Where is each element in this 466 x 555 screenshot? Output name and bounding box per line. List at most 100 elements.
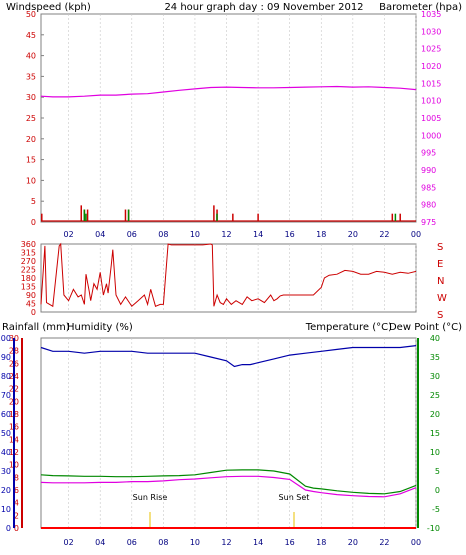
humidity-y-tick: 60 [1, 410, 11, 419]
windspeed-y-tick: 5 [31, 197, 36, 206]
rainfall-y-tick: 2 [14, 511, 19, 520]
temperature-axis-label: Temperature (°C) [305, 322, 392, 333]
barometer-y-tick: 1025 [421, 45, 441, 54]
windspeed-y-tick: 0 [31, 218, 36, 227]
compass-label: S [437, 310, 443, 321]
barometer-y-tick: 975 [421, 218, 436, 227]
panel1-x-tick: 04 [95, 230, 105, 239]
windspeed-y-tick: 25 [26, 114, 36, 123]
temperature-y-tick: 15 [430, 429, 440, 438]
rainfall-y-tick: 4 [14, 499, 19, 508]
windspeed-y-tick: 35 [26, 72, 36, 81]
rainfall-axis-label: Rainfall (mm) [2, 322, 70, 333]
panel1-x-tick: 20 [348, 230, 358, 239]
temperature-y-tick: 35 [430, 353, 440, 362]
humidity-y-tick: 0 [6, 524, 11, 533]
temperature-y-tick: -10 [427, 524, 440, 533]
panel1-x-tick: 18 [316, 230, 326, 239]
windspeed-y-tick: 20 [26, 135, 36, 144]
humidity-y-tick: 80 [1, 372, 11, 381]
panel3-x-tick: 10 [190, 538, 200, 547]
humidity-y-tick: 50 [1, 429, 11, 438]
direction-y-tick: 0 [31, 308, 36, 317]
dewpoint-line [40, 475, 417, 498]
chart-title: 24 hour graph day : 09 November 2012 [164, 2, 363, 13]
compass-label: W [437, 293, 447, 304]
humidity-line [40, 345, 417, 368]
barometer-y-tick: 980 [421, 201, 436, 210]
panel1-x-tick: 12 [221, 230, 231, 239]
direction-y-tick: 90 [26, 291, 36, 300]
panel3-x-tick: 18 [316, 538, 326, 547]
humidity-y-tick: 40 [1, 448, 11, 457]
direction-y-tick: 45 [26, 300, 36, 309]
barometer-y-tick: 990 [421, 166, 436, 175]
panel3-x-tick: 06 [127, 538, 137, 547]
windspeed-y-tick: 10 [26, 176, 36, 185]
barometer-y-tick: 1010 [421, 97, 441, 106]
panel3-x-tick: 16 [285, 538, 295, 547]
temperature-y-tick: 30 [430, 372, 440, 381]
barometer-y-tick: 1015 [421, 79, 441, 88]
panel1-x-tick: 02 [64, 230, 74, 239]
panel1-x-tick: 14 [253, 230, 263, 239]
temperature-y-tick: 0 [435, 486, 440, 495]
temperature-y-tick: 5 [435, 467, 440, 476]
sun-rise-label: Sun Rise [133, 493, 168, 502]
panel3-x-tick: 04 [95, 538, 105, 547]
panel1-x-tick: 06 [127, 230, 137, 239]
barometer-y-tick: 1000 [421, 131, 441, 140]
windspeed-y-tick: 45 [26, 31, 36, 40]
rainfall-y-tick: 6 [14, 486, 19, 495]
sun-set-label: Sun Set [279, 493, 310, 502]
panel1-x-tick: 16 [285, 230, 295, 239]
temperature-y-tick: 25 [430, 391, 440, 400]
compass-label: S [437, 242, 443, 253]
windspeed-y-tick: 40 [26, 52, 36, 61]
compass-label: E [437, 259, 443, 270]
panel1-x-tick: 10 [190, 230, 200, 239]
temperature-y-tick: 20 [430, 410, 440, 419]
humidity-y-tick: 10 [1, 505, 11, 514]
panel3-x-tick: 12 [221, 538, 231, 547]
humidity-axis-label: Humidity (%) [67, 322, 133, 333]
windspeed-y-tick: 30 [26, 93, 36, 102]
windspeed-axis-label: Windspeed (kph) [6, 2, 91, 13]
panel1-frame [40, 13, 417, 223]
panel1-x-tick: 00 [411, 230, 421, 239]
panel1-x-tick: 22 [379, 230, 389, 239]
panel3-x-tick: 02 [64, 538, 74, 547]
barometer-y-tick: 1035 [421, 10, 441, 19]
panel3-x-tick: 20 [348, 538, 358, 547]
panel3-x-tick: 14 [253, 538, 263, 547]
humidity-y-tick: 20 [1, 486, 11, 495]
barometer-y-tick: 1030 [421, 27, 441, 36]
compass-label: N [437, 276, 444, 287]
barometer-y-tick: 995 [421, 149, 436, 158]
panel3-x-tick: 22 [379, 538, 389, 547]
direction-y-tick: 360 [21, 240, 36, 249]
direction-y-tick: 315 [21, 249, 36, 258]
direction-y-tick: 225 [21, 266, 36, 275]
temperature-y-tick: -5 [432, 505, 440, 514]
windspeed-y-tick: 50 [26, 10, 36, 19]
temperature-y-tick: 10 [430, 448, 440, 457]
chart-marks: 0510152025303540455097598098599099510001… [0, 10, 447, 547]
barometer-y-tick: 1005 [421, 114, 441, 123]
dewpoint-axis-label: Dew Point (°C) [389, 322, 462, 333]
panel1-x-tick: 08 [158, 230, 168, 239]
windspeed-y-tick: 15 [26, 156, 36, 165]
rainfall-y-tick: 8 [14, 473, 19, 482]
rainfall-y-tick: 0 [14, 524, 19, 533]
panel3-x-tick: 08 [158, 538, 168, 547]
barometer-line [40, 85, 417, 98]
direction-y-tick: 180 [21, 274, 36, 283]
direction-y-tick: 135 [21, 283, 36, 292]
humidity-y-tick: 100 [0, 334, 11, 343]
humidity-y-tick: 30 [1, 467, 11, 476]
barometer-y-tick: 985 [421, 183, 436, 192]
temperature-line [40, 469, 417, 495]
panel3-frame [40, 337, 417, 529]
